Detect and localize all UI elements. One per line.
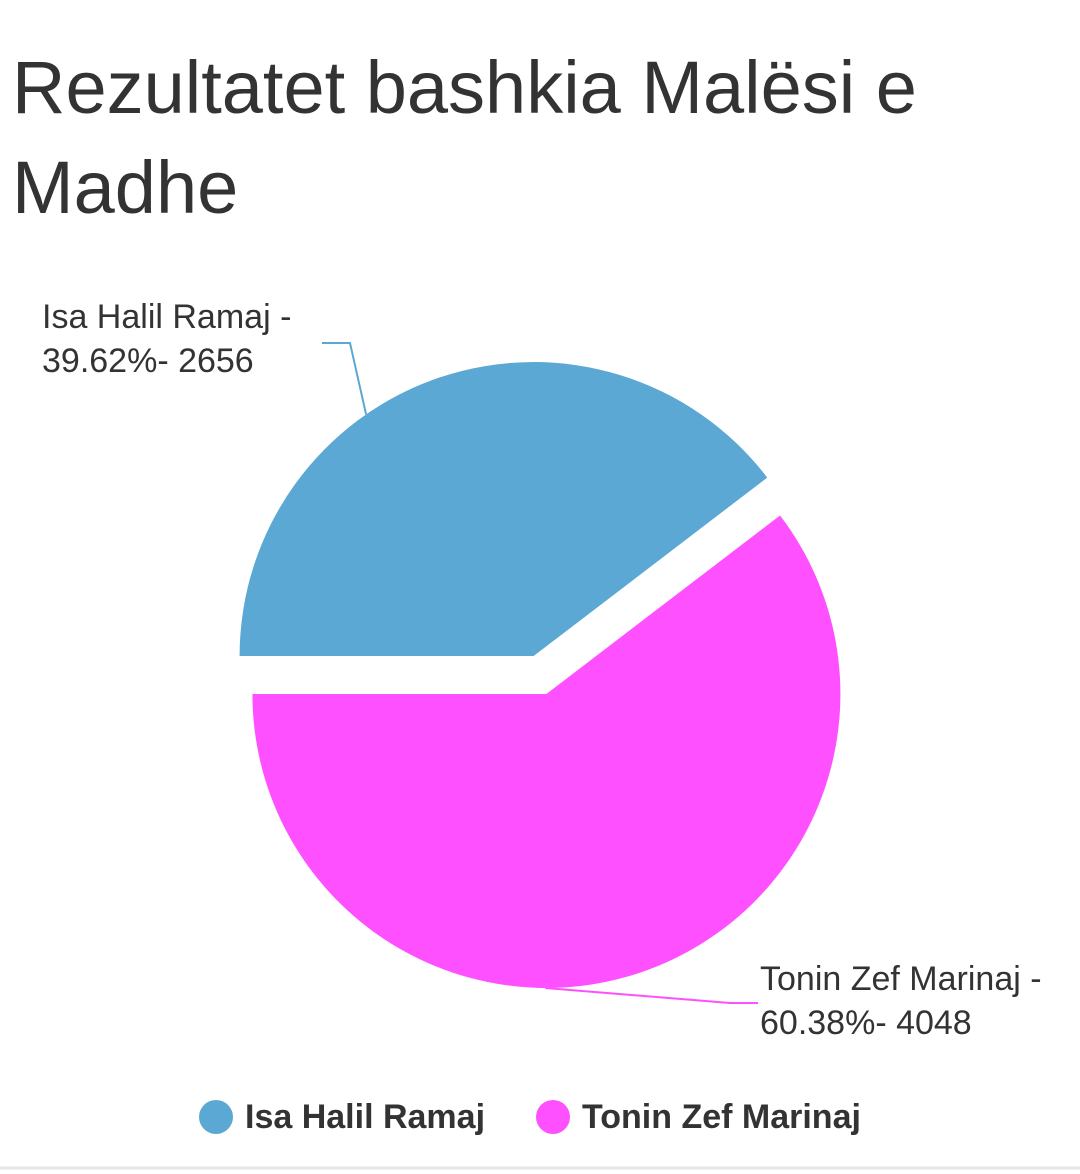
data-label: Tonin Zef Marinaj - 60.38%- 4048 — [760, 960, 1042, 1042]
legend-label: Tonin Zef Marinaj — [582, 1098, 861, 1136]
leader-line — [545, 986, 758, 1004]
legend-label: Isa Halil Ramaj — [245, 1098, 485, 1136]
pie-slice — [239, 362, 768, 657]
data-label: Isa Halil Ramaj - 39.62%- 2656 — [42, 298, 292, 380]
legend-marker — [199, 1100, 233, 1134]
pie-slice — [252, 515, 841, 988]
legend-marker — [536, 1100, 570, 1134]
leader-line — [322, 342, 368, 415]
chart-title: Rezultatet bashkia Malësi e Madhe — [12, 46, 917, 229]
